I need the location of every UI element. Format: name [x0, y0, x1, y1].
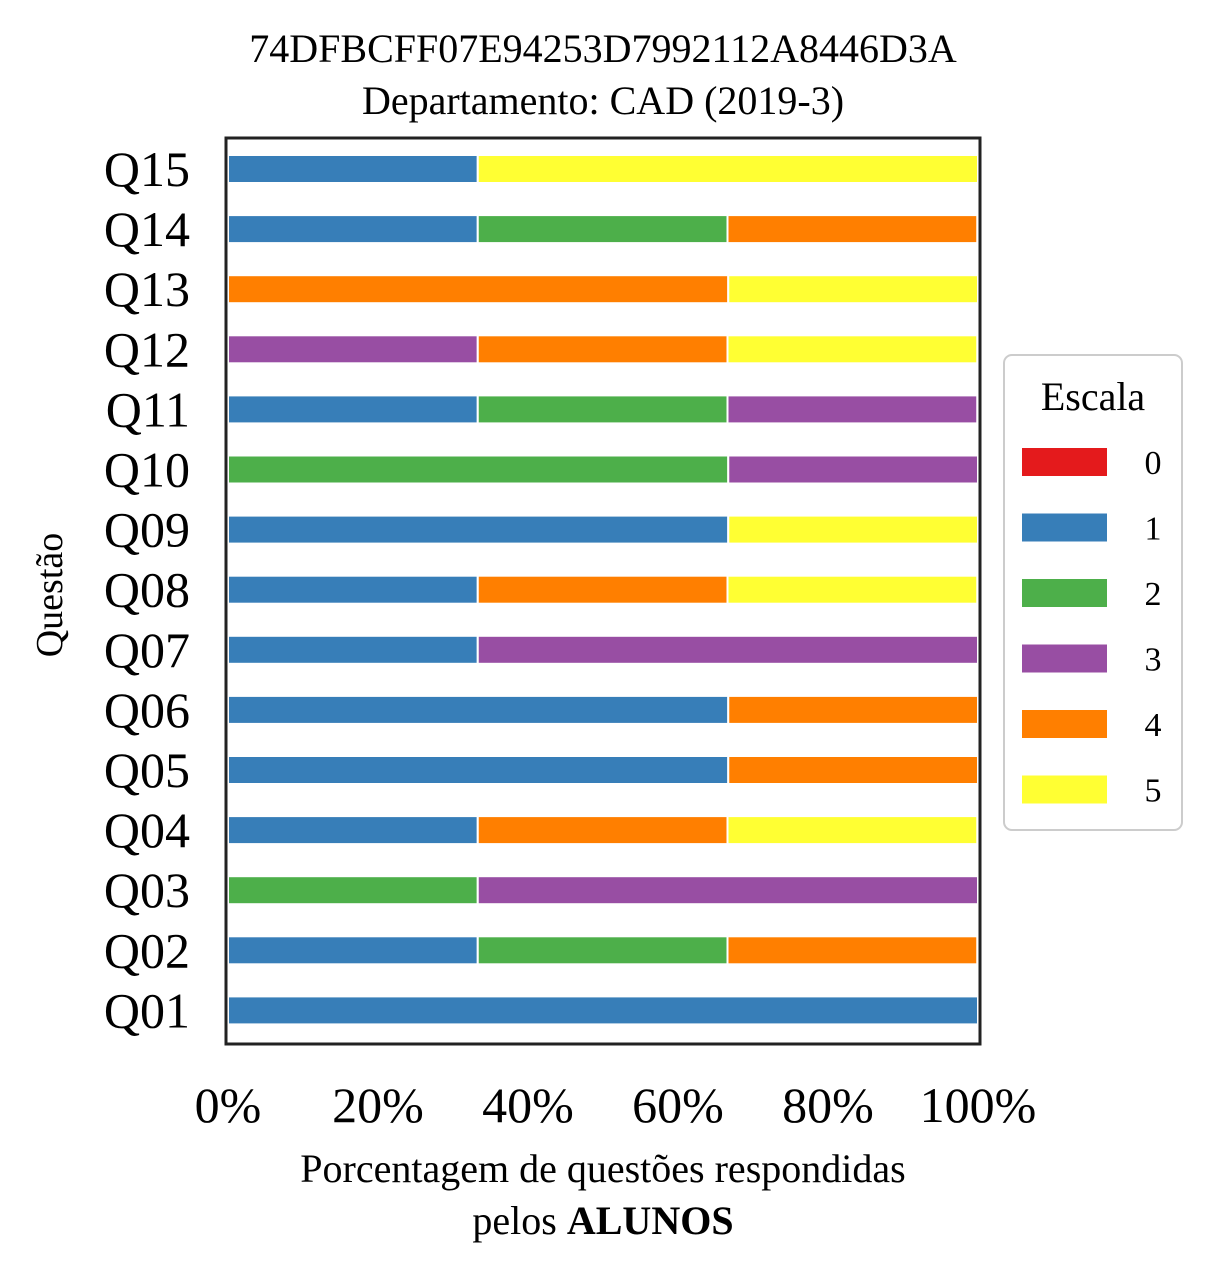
x-axis-label-line2: pelos ALUNOS	[472, 1198, 733, 1243]
plot-frame	[224, 136, 982, 1046]
bar-q09-escala-5	[727, 514, 979, 545]
legend-swatch-0	[1022, 448, 1107, 476]
y-tick-label: Q10	[104, 442, 190, 498]
legend-items: 0 1 2 3 4 5	[1022, 445, 1162, 810]
chart-title: 74DFBCFF07E94253D7992112A8446D3A	[249, 26, 957, 71]
bar-q12-escala-3	[227, 334, 479, 365]
bar-q07-escala-1	[227, 634, 479, 665]
bar-q13-escala-5	[727, 274, 979, 305]
bar-q11-escala-3	[726, 394, 979, 425]
bar-q03-escala-2	[227, 875, 479, 906]
legend-label-4: 4	[1145, 707, 1162, 744]
bar-q02-escala-4	[726, 935, 979, 966]
chart-subtitle: Departamento: CAD (2019-3)	[362, 78, 844, 123]
y-tick-label: Q13	[104, 261, 190, 317]
bar-q06-escala-4	[727, 694, 979, 725]
y-tick-label: Q03	[104, 862, 190, 918]
bar-q08-escala-1	[227, 574, 479, 605]
bar-q14-escala-2	[476, 214, 729, 245]
legend-swatch-3	[1022, 644, 1107, 673]
bar-q13-escala-4	[227, 274, 730, 305]
bar-q02-escala-1	[227, 935, 479, 966]
bar-q03-escala-3	[476, 875, 979, 906]
bar-q08-escala-5	[726, 574, 979, 605]
bar-q14-escala-1	[227, 214, 479, 245]
x-tick-labels: 0% 20% 40% 60% 80% 100%	[195, 1077, 1037, 1133]
y-tick-label: Q11	[106, 381, 190, 437]
bar-q02-escala-2	[476, 935, 729, 966]
bar-q04-escala-4	[476, 815, 729, 846]
bar-q15-escala-5	[476, 154, 979, 184]
bar-q06-escala-1	[227, 694, 730, 725]
x-axis-label-bold: ALUNOS	[567, 1198, 734, 1243]
bar-q09-escala-1	[227, 514, 730, 545]
x-tick-label: 80%	[782, 1077, 874, 1133]
bars-group	[227, 154, 979, 1026]
legend-title: Escala	[1041, 374, 1146, 419]
x-tick-label: 20%	[332, 1077, 424, 1133]
legend-label-3: 3	[1145, 642, 1162, 679]
legend-swatch-5	[1022, 775, 1107, 804]
legend-label-5: 5	[1145, 773, 1162, 810]
bar-q10-escala-3	[727, 454, 979, 485]
y-axis-label: Questão	[29, 533, 71, 658]
y-tick-label: Q08	[104, 562, 190, 618]
bar-q15-escala-1	[227, 154, 479, 184]
bar-q07-escala-3	[476, 634, 979, 665]
bar-q11-escala-1	[227, 394, 479, 425]
x-tick-label: 60%	[632, 1077, 724, 1133]
legend-swatch-1	[1022, 513, 1107, 542]
y-tick-label: Q01	[104, 982, 190, 1038]
y-tick-label: Q06	[104, 682, 190, 738]
x-tick-label: 40%	[482, 1077, 574, 1133]
legend-swatch-2	[1022, 579, 1107, 607]
bar-q12-escala-5	[726, 334, 979, 365]
legend-label-0: 0	[1145, 445, 1162, 482]
legend-label-1: 1	[1145, 511, 1162, 548]
x-axis-label: Porcentagem de questões respondidas	[300, 1146, 905, 1191]
legend: Escala 0 1 2 3 4 5	[1003, 354, 1183, 831]
x-tick-label: 0%	[195, 1077, 262, 1133]
bar-q04-escala-5	[726, 815, 979, 846]
bar-q08-escala-4	[476, 574, 729, 605]
y-tick-label: Q02	[104, 922, 190, 978]
bar-q14-escala-4	[726, 214, 979, 245]
bar-q04-escala-1	[227, 815, 479, 846]
bar-q11-escala-2	[476, 394, 729, 425]
x-axis-label-prefix: pelos	[472, 1198, 566, 1243]
y-tick-label: Q09	[104, 502, 190, 558]
y-tick-label: Q07	[104, 622, 190, 678]
legend-label-2: 2	[1145, 576, 1162, 613]
legend-swatch-4	[1022, 710, 1107, 738]
y-tick-label: Q04	[104, 802, 190, 858]
x-tick-label: 100%	[920, 1077, 1037, 1133]
bar-q05-escala-4	[727, 755, 979, 785]
y-tick-label: Q05	[104, 742, 190, 798]
bar-q12-escala-4	[476, 334, 729, 365]
bar-q05-escala-1	[227, 755, 730, 785]
bar-q10-escala-2	[227, 454, 730, 485]
bar-q01-escala-1	[227, 995, 979, 1026]
y-tick-label: Q14	[104, 201, 190, 257]
y-tick-label: Q15	[104, 141, 190, 197]
y-tick-label: Q12	[104, 321, 190, 377]
y-tick-labels: Q01Q02Q03Q04Q05Q06Q07Q08Q09Q10Q11Q12Q13Q…	[104, 141, 190, 1038]
